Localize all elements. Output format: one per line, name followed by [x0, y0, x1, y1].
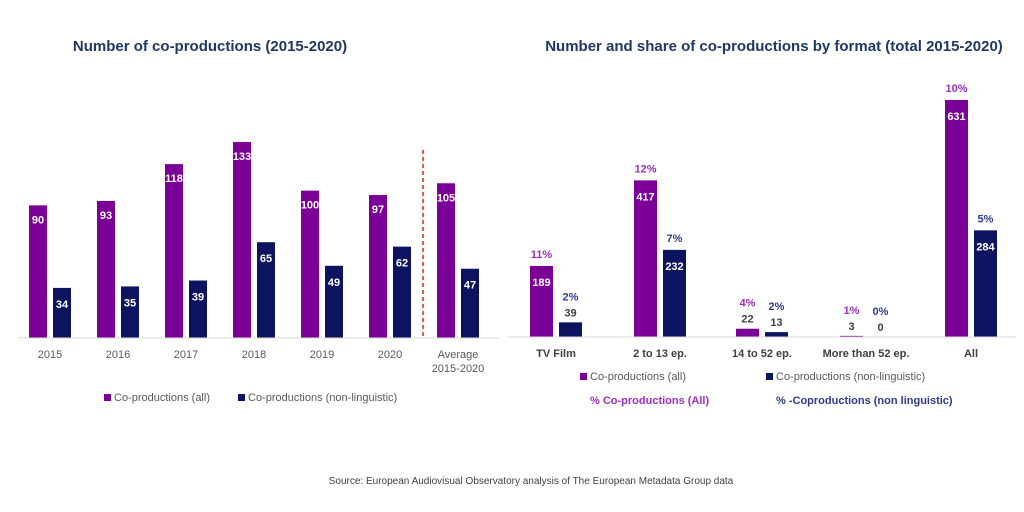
legend-swatch-all	[104, 394, 111, 401]
data-label: 93	[100, 210, 112, 222]
bar-non-linguistic	[461, 268, 479, 338]
x-tick-label: 2018	[242, 349, 266, 361]
x-tick-label: 2019	[310, 349, 334, 361]
bar-all	[437, 183, 455, 338]
bar-all	[530, 266, 553, 337]
bar-all	[233, 142, 251, 338]
data-label: 0	[877, 322, 883, 334]
bar-non-linguistic	[121, 286, 139, 338]
x-tick-label: 2020	[378, 349, 402, 361]
data-label: 118	[165, 173, 183, 185]
legend-swatch-non-linguistic	[766, 373, 773, 380]
right-chart-title: Number and share of co-productions by fo…	[545, 38, 1003, 55]
right-chart-bars: 189 11% 39 2% 417 12% 232 7% 22 4% 13 2% 3 1% 0 0% 631 10…	[530, 83, 997, 337]
data-label: 189	[532, 277, 550, 289]
data-label: 3	[848, 321, 854, 333]
bar-non-linguistic	[325, 265, 343, 338]
data-label: 100	[301, 200, 319, 212]
data-label: 35	[124, 297, 136, 309]
left-chart-bars: 90 34 93 35 118 39 133 65 100 49 97 62 105 47	[29, 142, 479, 338]
pct-label: 4%	[740, 298, 756, 310]
bar-all	[29, 205, 47, 338]
legend-label-non-linguistic: Co-productions (non-linguistic)	[248, 392, 397, 404]
right-x-ticks: TV Film 2 to 13 ep. 14 to 52 ep. More than …	[536, 348, 978, 360]
legend-swatch-all	[580, 373, 587, 380]
data-label: 47	[464, 280, 476, 292]
pct-label: 1%	[844, 305, 860, 317]
x-tick-label: TV Film	[536, 348, 576, 360]
bar-non-linguistic	[765, 332, 788, 337]
data-label: 65	[260, 253, 272, 265]
x-tick-label: 14 to 52 ep.	[732, 348, 792, 360]
data-label: 22	[741, 314, 753, 326]
data-label: 232	[665, 261, 683, 273]
bar-all	[736, 328, 759, 337]
left-x-ticks: 2015 2016 2017 2018 2019 2020 Average 2015-2020	[38, 349, 485, 375]
x-tick-label: 2015-2020	[432, 363, 485, 375]
bar-non-linguistic	[393, 246, 411, 338]
x-tick-label: All	[964, 348, 978, 360]
pct-label: 5%	[978, 213, 994, 225]
bar-all	[165, 164, 183, 338]
pct-label: 0%	[873, 306, 889, 318]
data-label: 39	[564, 307, 576, 319]
data-label: 13	[770, 317, 782, 329]
data-label: 105	[437, 192, 455, 204]
legend-label-all: Co-productions (all)	[114, 392, 210, 404]
bar-all	[97, 200, 115, 338]
data-label: 284	[976, 241, 995, 253]
pct-label: 7%	[667, 233, 683, 245]
x-tick-label: More than 52 ep.	[823, 348, 910, 360]
data-label: 34	[56, 299, 69, 311]
x-tick-label: 2016	[106, 349, 130, 361]
data-label: 49	[328, 277, 340, 289]
legend-label-all: Co-productions (all)	[590, 371, 686, 383]
source-note: Source: European Audiovisual Observatory…	[329, 476, 734, 487]
data-label: 90	[32, 214, 44, 226]
left-chart-title: Number of co-productions (2015-2020)	[73, 38, 347, 55]
x-tick-label: 2015	[38, 349, 62, 361]
data-label: 417	[636, 191, 654, 203]
bar-all	[840, 335, 863, 337]
data-label: 631	[947, 111, 965, 123]
data-label: 62	[396, 258, 408, 270]
pct-label: 2%	[563, 291, 579, 303]
right-legend: Co-productions (all) Co-productions (non…	[580, 371, 953, 407]
x-tick-label: 2 to 13 ep.	[633, 348, 687, 360]
bar-all	[369, 195, 387, 338]
bar-non-linguistic	[663, 249, 686, 337]
bar-non-linguistic	[53, 287, 71, 338]
pct-label: 11%	[531, 249, 553, 261]
bar-non-linguistic	[257, 242, 275, 338]
data-label: 39	[192, 292, 204, 304]
pct-label: 10%	[945, 83, 967, 95]
data-label: 133	[233, 151, 251, 163]
legend-label-non-linguistic: Co-productions (non-linguistic)	[776, 371, 925, 383]
legend-label-pct-non-linguistic: % -Coproductions (non linguistic)	[776, 395, 953, 407]
bar-non-linguistic	[974, 230, 997, 337]
data-label: 97	[372, 204, 384, 216]
bar-all	[634, 180, 657, 337]
bar-non-linguistic	[189, 280, 207, 338]
bar-non-linguistic	[559, 322, 582, 337]
bar-all	[301, 190, 319, 338]
left-legend: Co-productions (all) Co-productions (non…	[104, 392, 397, 404]
legend-label-pct-all: % Co-productions (All)	[590, 395, 709, 407]
x-tick-label: Average	[438, 349, 479, 361]
bar-all	[945, 100, 968, 337]
pct-label: 2%	[769, 301, 785, 313]
pct-label: 12%	[634, 163, 656, 175]
legend-swatch-non-linguistic	[238, 394, 245, 401]
x-tick-label: 2017	[174, 349, 198, 361]
